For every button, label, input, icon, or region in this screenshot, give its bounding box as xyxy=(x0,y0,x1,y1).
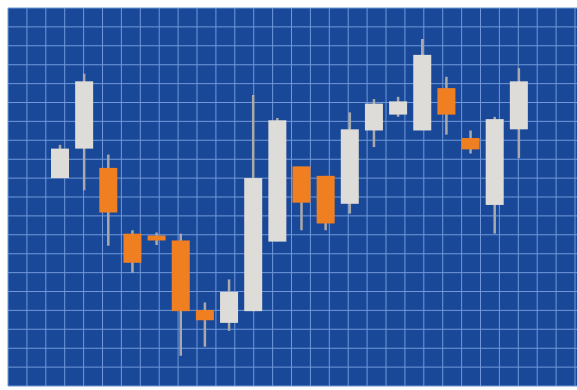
candles xyxy=(51,38,528,356)
candle-body-up xyxy=(509,81,528,130)
candle-body-down xyxy=(292,166,311,203)
candle xyxy=(485,116,504,234)
candle-body-down xyxy=(171,240,190,312)
candle-body-up xyxy=(220,291,239,323)
candle xyxy=(292,166,311,231)
candle xyxy=(340,112,359,214)
candle xyxy=(123,230,142,273)
candle-body-up xyxy=(389,101,408,115)
candle xyxy=(220,279,239,331)
candle-body-up xyxy=(51,148,69,179)
candle-body-down xyxy=(147,235,166,241)
candle-body-up xyxy=(268,120,287,242)
candle-body-up xyxy=(413,54,432,131)
candle-body-up xyxy=(244,178,263,312)
candle xyxy=(75,73,94,191)
candle-body-up xyxy=(340,129,359,204)
candle xyxy=(437,76,456,135)
candle xyxy=(195,302,214,347)
candle xyxy=(364,99,383,148)
candle-body-down xyxy=(461,138,480,150)
candle xyxy=(147,232,166,246)
candle-body-down xyxy=(99,167,118,213)
candle xyxy=(171,233,190,356)
grid-lines xyxy=(7,7,577,387)
candle xyxy=(509,68,528,159)
candle xyxy=(413,38,432,131)
candle xyxy=(244,94,263,312)
candle xyxy=(389,96,408,117)
candle-body-up xyxy=(364,103,383,131)
candle-body-down xyxy=(195,310,214,321)
candle xyxy=(99,154,118,246)
candle xyxy=(461,130,480,154)
candle xyxy=(316,175,335,231)
candle xyxy=(268,117,287,242)
candle-body-down xyxy=(123,233,142,263)
candle-body-down xyxy=(437,88,456,115)
candle-body-up xyxy=(75,81,94,149)
candle xyxy=(51,144,69,179)
candle-body-up xyxy=(485,119,504,205)
candle-body-down xyxy=(316,175,335,224)
